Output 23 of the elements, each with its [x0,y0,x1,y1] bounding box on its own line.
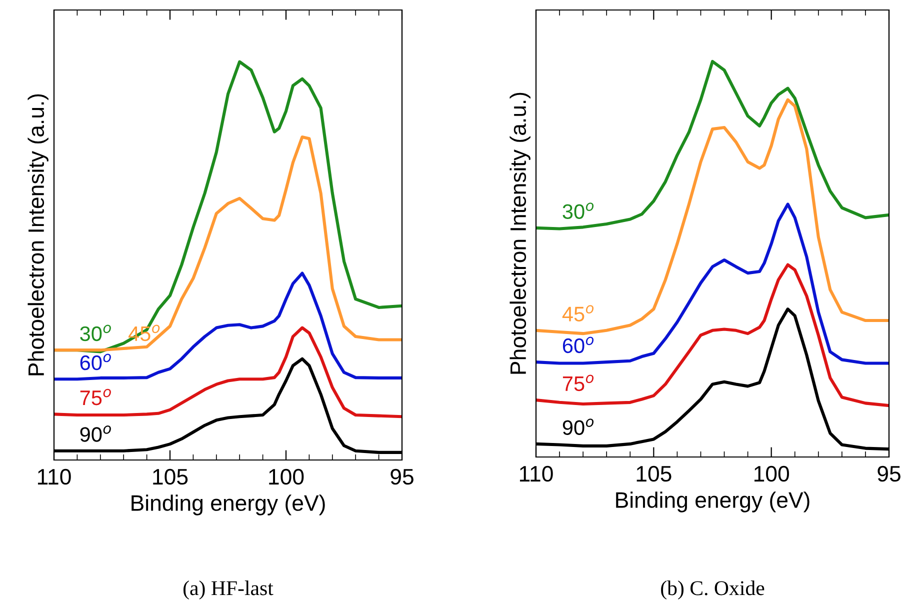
series-label: 30$^{o}$ [562,202,594,219]
x-tick-label: 110 [520,466,553,482]
series-label: 75$^{o}$ [562,374,594,392]
x-tick-label: 95 [878,466,900,482]
x-axis-title: Binding energy (eV) [616,492,810,512]
x-tick-label: 105 [636,466,672,482]
series-label: 60$^{o}$ [80,354,111,370]
x-tick-label: 95 [390,468,414,485]
x-tick-label: 105 [153,468,188,485]
series-label: 45$^{o}$ [562,305,594,322]
text: (b) C. Oxide [661,580,764,600]
series-label: 75$^{o}$ [80,388,111,406]
series-label: 30$^{o}$ [80,324,111,342]
y-axis-title: Photoelectron Intensity (a.u.) [28,94,48,376]
text: (a) HF-last [184,580,274,600]
x-tick-label: 100 [754,466,790,482]
series-label: 60$^{o}$ [562,336,594,354]
x-tick-label: 110 [38,468,71,485]
x-axis-title: Binding energy (eV) [132,494,325,516]
series-label: 90$^{o}$ [562,418,594,435]
x-tick-label: 100 [269,468,304,485]
series-label: 90$^{o}$ [80,425,111,442]
y-axis-title: Photoelectron Intensity (a.u.) [510,92,530,374]
